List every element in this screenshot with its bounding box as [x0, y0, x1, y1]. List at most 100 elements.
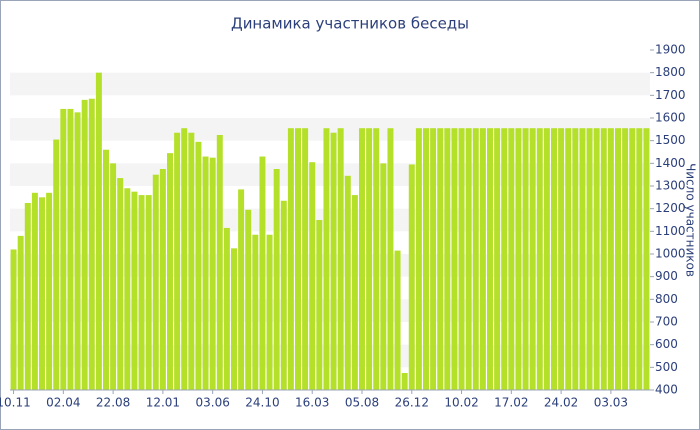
- bar: [643, 128, 650, 390]
- bar: [280, 200, 287, 390]
- bar: [266, 234, 273, 390]
- bar: [572, 128, 579, 390]
- y-tick-label: 1000: [655, 247, 686, 261]
- x-tick-label: 03.03: [594, 396, 628, 410]
- bar: [607, 128, 614, 390]
- bar: [558, 128, 565, 390]
- bar: [39, 197, 45, 390]
- bar: [238, 189, 245, 390]
- y-tick-label: 1300: [655, 179, 686, 193]
- bar: [167, 153, 173, 390]
- bar: [88, 98, 95, 390]
- bar: [223, 227, 230, 390]
- bar: [408, 164, 415, 390]
- bar: [344, 175, 351, 390]
- bar: [259, 156, 266, 390]
- bar: [53, 139, 60, 390]
- bar: [24, 203, 31, 390]
- bar: [394, 250, 401, 390]
- x-tick-label: 12.01: [146, 396, 180, 410]
- y-tick-label: 1700: [655, 88, 686, 102]
- bar: [337, 128, 344, 390]
- bar: [565, 128, 572, 390]
- bar: [472, 128, 479, 390]
- bar: [323, 128, 330, 390]
- y-tick-label: 1200: [655, 201, 686, 215]
- bar: [593, 128, 600, 390]
- x-tick-label: 22.08: [96, 396, 130, 410]
- bar: [31, 192, 38, 390]
- bar: [600, 128, 607, 390]
- bar: [110, 163, 117, 390]
- bar: [103, 149, 109, 390]
- bar: [145, 195, 152, 390]
- x-tick-label: 02.04: [46, 396, 80, 410]
- bar: [67, 108, 74, 390]
- bar: [245, 209, 252, 390]
- bar: [579, 128, 586, 390]
- bar: [415, 128, 422, 390]
- bar: [351, 195, 358, 390]
- bar: [423, 128, 429, 390]
- x-tick-label: 16.03: [295, 396, 329, 410]
- bar: [330, 132, 337, 390]
- bar: [46, 192, 53, 390]
- bar: [551, 128, 557, 390]
- bar: [252, 234, 259, 390]
- bar: [387, 128, 394, 390]
- chart-title: Динамика участников беседы: [231, 15, 469, 33]
- bar: [359, 128, 365, 390]
- bar: [117, 178, 124, 390]
- x-tick-label: 24.02: [544, 396, 578, 410]
- bar: [487, 128, 493, 390]
- x-tick-label: 05.08: [345, 396, 379, 410]
- bar: [302, 128, 309, 390]
- bar: [309, 162, 316, 390]
- bar: [202, 156, 209, 390]
- bar: [124, 188, 131, 390]
- bar: [622, 128, 629, 390]
- bar: [529, 128, 536, 390]
- bar: [536, 128, 543, 390]
- bar: [451, 128, 458, 390]
- bar: [188, 132, 195, 390]
- bar: [95, 72, 102, 391]
- bar: [295, 128, 301, 390]
- bar: [479, 128, 486, 390]
- bar: [195, 141, 202, 390]
- bar: [209, 157, 216, 390]
- x-tick-label: 03.06: [195, 396, 229, 410]
- bar: [273, 169, 280, 390]
- y-tick-label: 1600: [655, 111, 686, 125]
- bar: [543, 128, 550, 390]
- bar: [586, 128, 593, 390]
- bar: [174, 132, 181, 390]
- bar: [636, 128, 643, 390]
- bar: [81, 99, 88, 390]
- bar: [629, 128, 636, 390]
- x-tick-label: 10.11: [0, 396, 31, 410]
- bar: [373, 128, 380, 390]
- bar: [494, 128, 501, 390]
- bar: [515, 128, 522, 390]
- y-tick-label: 1400: [655, 156, 686, 170]
- bar: [138, 195, 145, 390]
- y-tick-label: 400: [655, 383, 678, 397]
- y-tick-label: 500: [655, 360, 678, 374]
- bar: [159, 169, 166, 390]
- grid-band: [10, 72, 650, 96]
- bar: [465, 128, 472, 390]
- y-tick-label: 700: [655, 315, 678, 329]
- y-tick-label: 800: [655, 292, 678, 306]
- y-tick-label: 1800: [655, 65, 686, 79]
- y-tick-label: 900: [655, 269, 678, 283]
- bar: [17, 235, 24, 390]
- y-tick-label: 1500: [655, 133, 686, 147]
- bar: [60, 108, 67, 390]
- bar: [181, 128, 188, 390]
- bar: [216, 135, 223, 390]
- bar: [501, 128, 508, 390]
- bar: [287, 128, 294, 390]
- x-tick-label: 10.02: [444, 396, 478, 410]
- bar: [366, 128, 373, 390]
